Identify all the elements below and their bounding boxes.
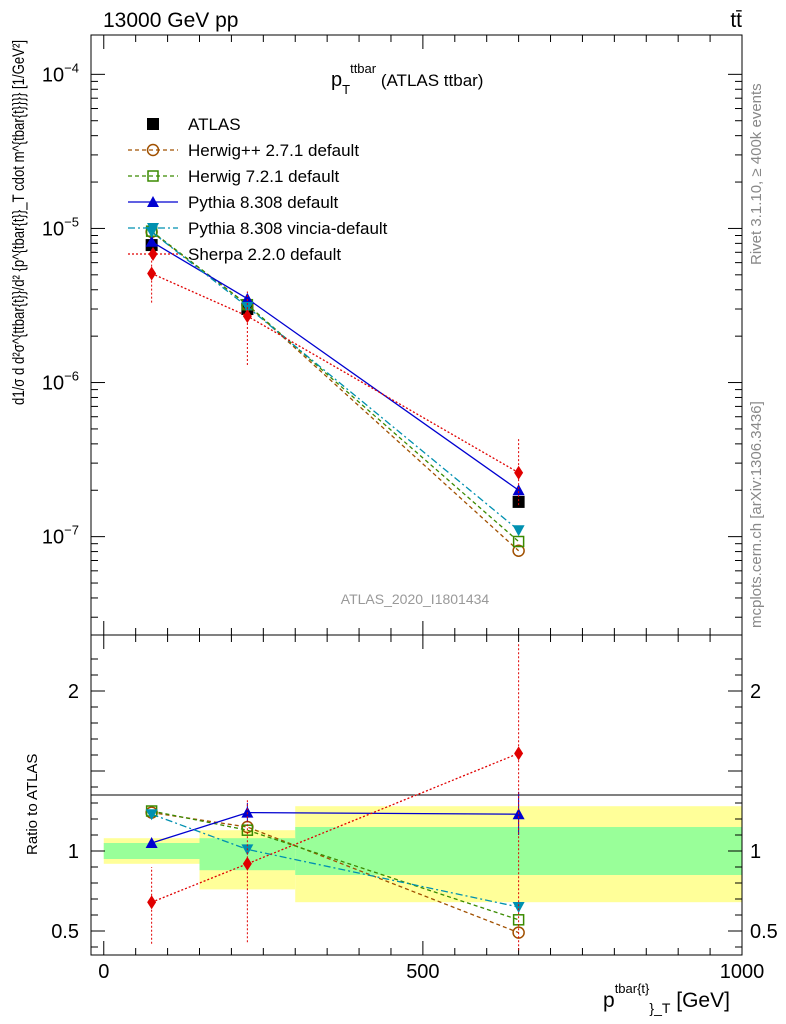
y-tick-exp: −6 (64, 369, 79, 384)
y-tick-label-main: 10−5 (42, 214, 79, 240)
site-label: mcplots.cern.ch [arXiv:1306.3436] (748, 401, 765, 628)
ratio-point-pythia-8-308-default (145, 837, 158, 848)
y-tick-base: 10 (42, 64, 64, 86)
main-title: pTttbar (ATLAS ttbar) (331, 61, 483, 97)
analysis-watermark: ATLAS_2020_I1801434 (341, 591, 490, 607)
ratio-ylabel: Ratio to ATLAS (24, 754, 41, 855)
series-line-herwig-7-2-1-default (151, 230, 520, 542)
rivet-label: Rivet 3.1.10, ≥ 400k events (748, 83, 765, 265)
data-point-herwig-2-7-1-default (512, 544, 525, 557)
y-tick-label-ratio: 0.5 (51, 921, 79, 943)
legend-marker-herwig-7-2-1-default (147, 170, 159, 182)
data-point-pythia-8-308-default (241, 292, 254, 304)
y-tick-label-ratio-right: 1 (750, 841, 761, 863)
y-tick-label-ratio: 2 (68, 681, 79, 703)
data-point-herwig-7-2-1-default (512, 535, 525, 548)
data-point-sherpa-2-2-0-default (242, 309, 252, 324)
series-line-pythia-8-308-vincia-default (151, 231, 520, 531)
data-point-sherpa-2-2-0-default (147, 266, 157, 281)
y-tick-exp: −5 (64, 214, 79, 229)
legend-label-pythia-8-308-default: Pythia 8.308 default (188, 193, 339, 212)
title-sup: ttbar (350, 61, 377, 76)
legend-marker-pythia-8-308-vincia-default (147, 223, 159, 234)
x-tick-label: 1000 (720, 961, 765, 983)
legend-label-atlas: ATLAS (188, 115, 241, 134)
y-tick-label-ratio-right: 0.5 (750, 921, 778, 943)
y-tick-base: 10 (42, 527, 64, 549)
legend: ATLAS Herwig++ 2.7.1 default Herwig 7.2.1 … (128, 115, 388, 264)
ratio-line-pythia-8-308-vincia-default (151, 813, 519, 908)
y-tick-label-main: 10−6 (42, 369, 79, 395)
series-line-pythia-8-308-default (151, 241, 519, 491)
legend-label-herwig-2-7-1-default: Herwig++ 2.7.1 default (188, 141, 359, 160)
ratio-line-herwig-7-2-1-default (151, 810, 519, 921)
ratio-line-herwig-2-7-1-default (151, 811, 519, 934)
main-series-layer (145, 225, 525, 557)
y-tick-exp: −4 (64, 60, 79, 75)
ratio-point-sherpa-2-2-0-default (147, 895, 157, 910)
legend-marker-herwig-2-7-1-default (146, 143, 160, 157)
data-point-atlas (512, 495, 525, 508)
ratio-point-pythia-8-308-default (241, 806, 254, 818)
legend-label-herwig-7-2-1-default: Herwig 7.2.1 default (188, 167, 339, 186)
title-main: p (331, 69, 342, 91)
legend-label-sherpa-2-2-0-default: Sherpa 2.2.0 default (188, 245, 341, 264)
series-line-herwig-2-7-1-default (151, 231, 520, 552)
legend-marker-sherpa-2-2-0-default (148, 247, 158, 261)
data-point-pythia-8-308-vincia-default (512, 525, 525, 537)
title-rest: (ATLAS ttbar) (376, 71, 483, 90)
xlabel-main: p (603, 989, 615, 1012)
xlabel-sub: }_T (649, 1000, 670, 1016)
legend-marker-atlas (147, 118, 159, 130)
y-tick-label-main: 10−7 (42, 523, 79, 549)
data-point-pythia-8-308-default (145, 235, 158, 247)
y-tick-base: 10 (42, 218, 64, 240)
header-right: tt̄ (730, 9, 742, 32)
ratio-point-sherpa-2-2-0-default (514, 746, 524, 761)
title-sub: T (342, 82, 350, 97)
y-tick-label-ratio-right: 2 (750, 681, 761, 703)
legend-marker-pythia-8-308-default (147, 196, 159, 207)
header-left: 13000 GeV pp (103, 9, 238, 32)
ratio-point-pythia-8-308-vincia-default (512, 902, 525, 913)
x-tick-label: 500 (406, 961, 439, 983)
data-point-pythia-8-308-default (512, 484, 525, 496)
ratio-xlabel: ptbar{t} }_T [GeV] (603, 981, 730, 1016)
legend-label-pythia-8-308-vincia-default: Pythia 8.308 vincia-default (188, 219, 388, 238)
main-ylabel: d1/σ d d²σ^{ttbar{t}}/d² {p^{tbar{t}}_T … (9, 40, 28, 405)
data-point-sherpa-2-2-0-default (514, 465, 524, 480)
ratio-series-layer (145, 643, 525, 951)
y-tick-label-main: 10−4 (42, 60, 79, 86)
xlabel-sup: tbar{t} (615, 981, 650, 996)
ratio-point-pythia-8-308-vincia-default (145, 809, 158, 821)
band-inner-0 (103, 843, 200, 859)
ratio-point-sherpa-2-2-0-default (242, 856, 252, 871)
y-tick-base: 10 (42, 373, 64, 395)
series-line-sherpa-2-2-0-default (151, 272, 519, 474)
y-tick-exp: −7 (64, 523, 79, 538)
xlabel-rest: [GeV] (670, 989, 730, 1012)
y-tick-label-ratio: 1 (68, 841, 79, 863)
x-tick-label: 0 (98, 961, 109, 983)
